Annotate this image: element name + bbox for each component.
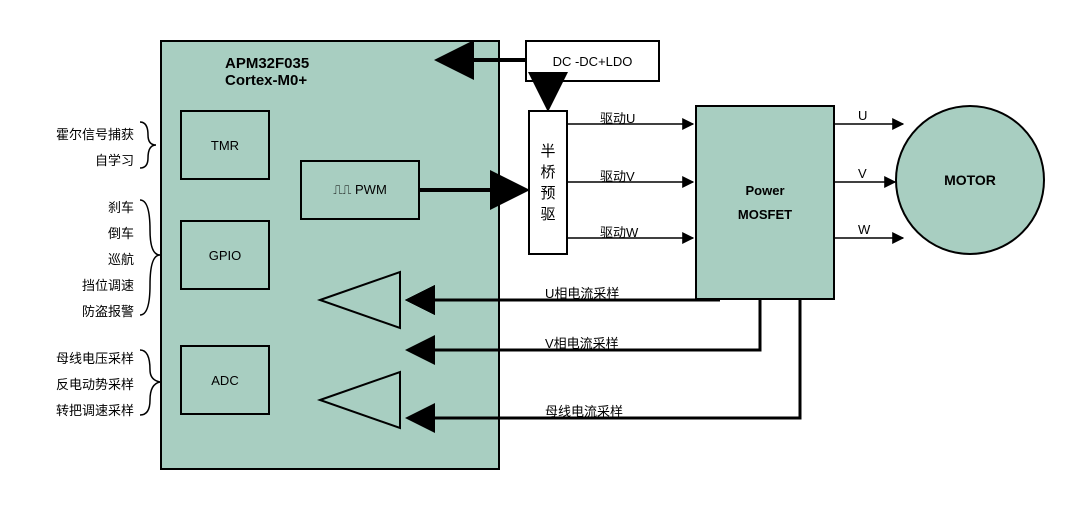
mosfet-label-2: MOSFET: [738, 207, 792, 222]
gpio-block: GPIO: [180, 220, 270, 290]
drive-v-label: 驱动V: [600, 166, 635, 185]
bridge-block: 半 桥 预 驱: [528, 110, 568, 255]
v-phase-sample-label: V相电流采样: [545, 333, 619, 352]
g3-2: 转把调速采样: [56, 403, 134, 418]
phase-w-label: W: [858, 222, 870, 237]
mcu-title-line1: APM32F035: [225, 55, 309, 72]
g1-0: 霍尔信号捕获: [56, 127, 134, 142]
mosfet-block: Power MOSFET: [695, 105, 835, 300]
u-phase-sample-label: U相电流采样: [545, 283, 619, 302]
comp-label: COMP: [340, 293, 376, 307]
group2: 刹车 倒车 巡航 挡位调速 防盗报警: [24, 195, 134, 325]
group3: 母线电压采样 反电动势采样 转把调速采样: [24, 346, 134, 424]
mcu-title: APM32F035 Cortex-M0+: [225, 55, 309, 89]
dcdc-label: DC -DC+LDO: [553, 54, 633, 69]
bus-sample-label: 母线电流采样: [545, 401, 623, 420]
g2-2: 巡航: [108, 252, 134, 267]
adc-label: ADC: [211, 373, 238, 388]
g3-1: 反电动势采样: [56, 377, 134, 392]
group1-item0: 霍尔信号捕获 自学习: [24, 122, 134, 174]
g2-4: 防盗报警: [82, 304, 134, 319]
dcdc-block: DC -DC+LDO: [525, 40, 660, 82]
drive-w-label: 驱动W: [600, 222, 638, 241]
g2-3: 挡位调速: [82, 278, 134, 293]
g2-1: 倒车: [108, 226, 134, 241]
pwm-block: ⎍⎍ PWM: [300, 160, 420, 220]
brace-g1: [140, 122, 156, 168]
drive-u-label: 驱动U: [600, 108, 635, 127]
phase-v-label: V: [858, 166, 867, 181]
phase-u-label: U: [858, 108, 867, 123]
g2-0: 刹车: [108, 200, 134, 215]
bridge-label: 半 桥 预 驱: [540, 141, 555, 225]
tmr-block: TMR: [180, 110, 270, 180]
g1-1: 自学习: [95, 153, 134, 168]
mcu-title-line2: Cortex-M0+: [225, 72, 307, 89]
mosfet-label-1: Power: [745, 183, 784, 198]
pwm-label: ⎍⎍ PWM: [333, 182, 387, 198]
tmr-label: TMR: [211, 138, 239, 153]
op-label: OP: [354, 393, 371, 407]
brace-g2: [140, 200, 160, 315]
adc-block: ADC: [180, 345, 270, 415]
gpio-label: GPIO: [209, 248, 242, 263]
motor-label: MOTOR: [944, 172, 996, 188]
g3-0: 母线电压采样: [56, 351, 134, 366]
motor-block: MOTOR: [895, 105, 1045, 255]
brace-g3: [140, 350, 160, 415]
